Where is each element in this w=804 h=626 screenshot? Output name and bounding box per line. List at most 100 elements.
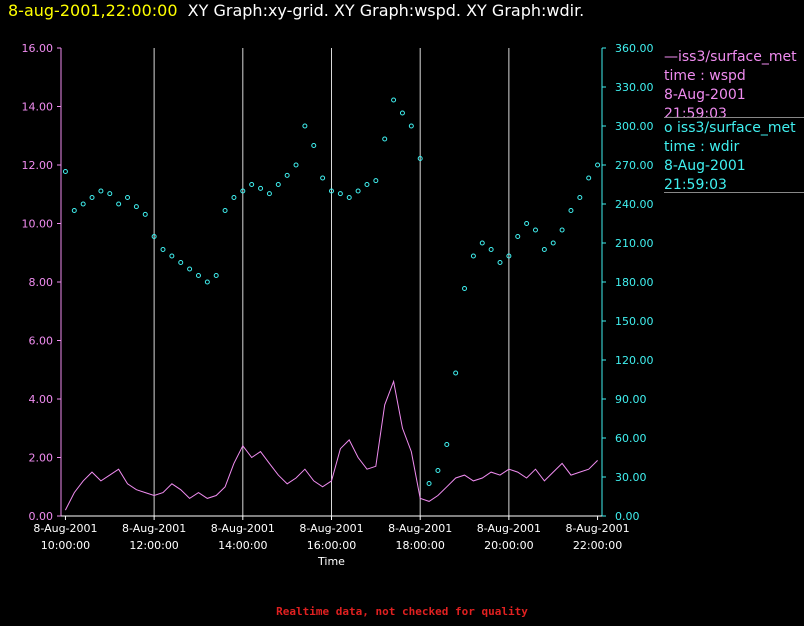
y-right-tick-label: 360.00	[615, 42, 654, 55]
series-wdir-point	[506, 253, 512, 259]
series-wdir-point	[231, 195, 237, 200]
legend-wdir-time: 21:59:03	[664, 177, 727, 193]
series-wdir-point	[187, 266, 193, 272]
series-wdir-point	[125, 195, 131, 200]
legend-wspd: —iss3/surface_met time : wspd 8-Aug-2001…	[664, 48, 797, 124]
series-wdir-point	[89, 195, 95, 200]
legend-wdir-variable: time : wdir	[664, 139, 740, 155]
x-tick-label-date: 8-Aug-2001	[33, 522, 97, 535]
series-wdir-point	[178, 260, 184, 265]
series-wdir-point	[462, 286, 468, 291]
y-left-tick-label: 14.00	[22, 101, 54, 114]
series-wdir-point	[568, 208, 574, 213]
series-wspd-line	[64, 379, 598, 511]
series-wdir-point	[373, 178, 379, 184]
series-wdir-point	[364, 182, 370, 187]
series-wdir-point	[550, 240, 556, 246]
series-wdir-point	[453, 370, 459, 376]
x-tick-label-time: 14:00:00	[218, 539, 267, 552]
series-wdir-point	[399, 110, 405, 116]
series-wdir-point	[426, 481, 432, 486]
series-wdir-point	[133, 204, 139, 210]
x-tick-label-time: 16:00:00	[307, 539, 356, 552]
x-tick-label-time: 20:00:00	[484, 539, 533, 552]
series-wdir-point	[524, 221, 530, 226]
series-wdir-point	[160, 247, 166, 252]
series-wdir-point	[275, 182, 281, 187]
x-tick-label-date: 8-Aug-2001	[299, 522, 363, 535]
series-wdir-point	[329, 188, 334, 194]
series-wdir-point	[577, 195, 583, 200]
y-right-tick-label: 150.00	[615, 315, 654, 328]
y-right-tick-label: 300.00	[615, 120, 654, 133]
legend-wspd-variable: time : wspd	[664, 68, 746, 84]
series-wdir-point	[515, 234, 521, 239]
series-wdir-point	[258, 185, 264, 191]
series-wdir-point	[213, 273, 219, 278]
x-tick-label-time: 10:00:00	[41, 539, 90, 552]
x-tick-label-date: 8-Aug-2001	[477, 522, 541, 535]
y-right-tick-label: 0.00	[615, 510, 640, 523]
series-wdir-point	[444, 442, 450, 447]
y-left-tick-label: 2.00	[29, 452, 54, 465]
series-wdir-point	[142, 211, 148, 217]
series-wdir-point	[382, 136, 388, 142]
x-tick-label-date: 8-Aug-2001	[565, 522, 629, 535]
series-wdir-point	[391, 97, 397, 103]
x-tick-label-date: 8-Aug-2001	[388, 522, 452, 535]
x-tick-label-time: 12:00:00	[129, 539, 178, 552]
series-wdir-point	[293, 162, 299, 168]
chart-title: 8-aug-2001,22:00:00 XY Graph:xy-grid. XY…	[8, 1, 584, 20]
series-wdir-point	[222, 208, 228, 213]
series-wdir-point	[408, 123, 414, 129]
series-wdir-point	[417, 156, 423, 161]
y-right-tick-label: 240.00	[615, 198, 654, 211]
legend-wdir-date: 8-Aug-2001	[664, 158, 746, 174]
y-left-tick-label: 16.00	[22, 42, 54, 55]
chart-plot: 0.00 2.00 4.00 6.00 8.00 10.00 12.00 14.00 16.00…	[22, 42, 654, 568]
x-tick-label-date: 8-Aug-2001	[122, 522, 186, 535]
series-wdir-point	[337, 191, 343, 197]
series-wdir-point	[195, 273, 201, 278]
series-wdir-point	[355, 188, 361, 194]
x-tick-label-date: 8-Aug-2001	[211, 522, 275, 535]
y-right-tick-label: 210.00	[615, 237, 654, 250]
y-left-tick-label: 12.00	[22, 159, 54, 172]
legend-divider	[664, 192, 804, 193]
series-wdir-point	[98, 188, 104, 194]
series-wdir-point	[559, 227, 565, 233]
series-wdir-point	[107, 191, 113, 197]
series-wdir-point	[586, 175, 592, 181]
series-wdir-point	[532, 227, 538, 233]
x-axis-title: Time	[317, 555, 345, 568]
series-wdir-point	[62, 169, 68, 174]
title-date: 8-aug-2001,22:00:00	[8, 1, 178, 20]
series-wdir-point	[311, 143, 317, 148]
legend-wdir: o iss3/surface_met time : wdir 8-Aug-200…	[664, 119, 796, 195]
series-wdir-point	[595, 162, 601, 168]
series-wdir-point	[320, 175, 326, 181]
y-left-tick-label: 0.00	[29, 510, 54, 523]
y-right-tick-label: 60.00	[615, 432, 647, 445]
y-right-tick-label: 120.00	[615, 354, 654, 367]
series-wdir-point	[435, 468, 441, 473]
series-wdir-point	[479, 240, 485, 246]
series-wdir-point	[116, 201, 122, 207]
series-wdir-point	[284, 172, 290, 178]
series-wdir-point	[302, 123, 308, 129]
series-wdir-point	[71, 208, 77, 213]
series-wdir-point	[497, 260, 503, 265]
series-wdir-point	[249, 182, 255, 187]
series-wdir-point	[169, 253, 175, 259]
y-right-tick-label: 330.00	[615, 81, 654, 94]
x-tick-label-time: 18:00:00	[395, 539, 444, 552]
y-left-tick-label: 10.00	[22, 218, 54, 231]
series-wdir-point	[541, 247, 547, 252]
series-wdir-point	[470, 253, 476, 259]
legend-wspd-time: 21:59:03	[664, 106, 727, 122]
y-right-tick-label: 30.00	[615, 471, 647, 484]
y-right-tick-label: 90.00	[615, 393, 647, 406]
series-wdir-point	[151, 234, 157, 239]
series-wdir-point	[488, 247, 494, 252]
legend-wdir-source: o iss3/surface_met	[664, 120, 796, 136]
